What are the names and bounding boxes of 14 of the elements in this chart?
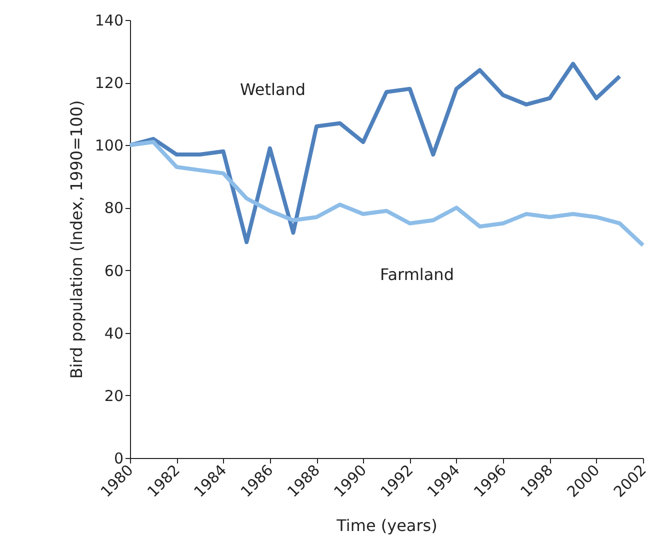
- y-tick-label: 120: [94, 74, 124, 92]
- y-axis-title: Bird population (Index, 1990=100): [66, 100, 86, 379]
- x-axis-title: Time (years): [336, 516, 438, 536]
- y-tick-label: 60: [104, 262, 124, 280]
- y-tick-label: 40: [104, 324, 124, 342]
- y-tick-label: 0: [114, 450, 124, 468]
- line-series: [128, 140, 645, 248]
- line-series: [128, 62, 622, 244]
- series-label: Wetland: [240, 80, 306, 99]
- y-tick-label: 100: [94, 136, 124, 155]
- y-tick-label: 20: [104, 386, 124, 405]
- y-tick-label: 80: [104, 199, 124, 218]
- text: Farmland: [380, 265, 454, 284]
- y-tick-label: 140: [94, 12, 124, 30]
